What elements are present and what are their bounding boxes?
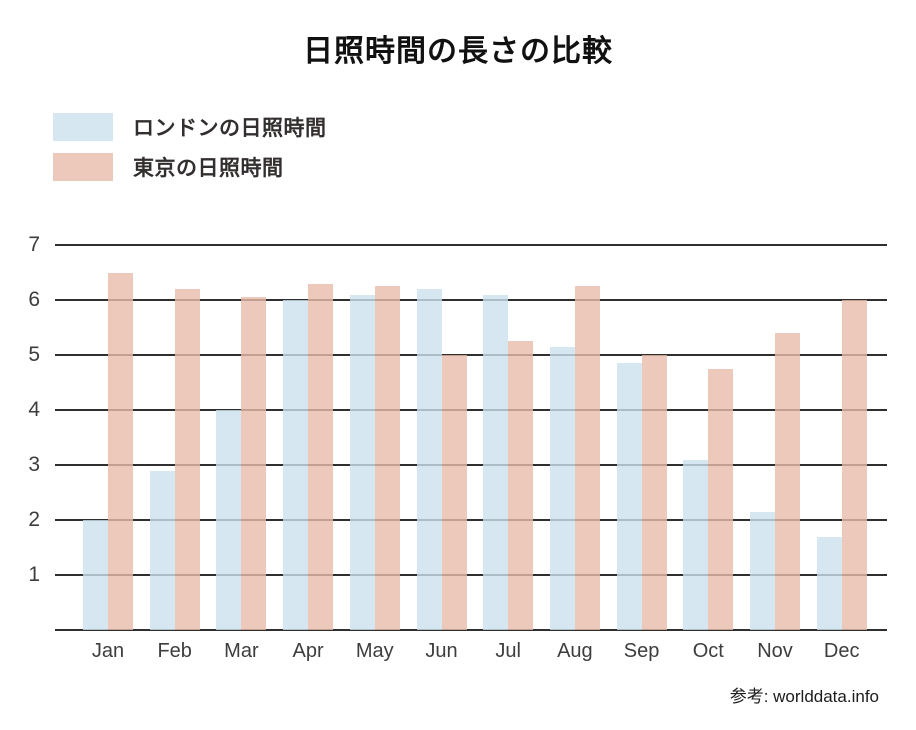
london-bar-nov [750, 511, 775, 630]
tokyo-bar-jun [441, 355, 467, 630]
y-axis-label-5: 5 [28, 343, 40, 366]
gridline-y3 [55, 464, 887, 466]
tokyo-legend-swatch [53, 153, 113, 181]
legend-row-tokyo: 東京の日照時間 [53, 152, 327, 182]
tokyo-bar-jan [108, 272, 133, 630]
x-axis-label-apr: Apr [292, 640, 324, 662]
london-bar-apr [283, 300, 309, 630]
london-bar-jun [416, 289, 442, 630]
y-axis-label-4: 4 [28, 398, 40, 421]
london-bar-feb [149, 470, 175, 630]
x-axis-label-sep: Sep [623, 640, 660, 662]
legend: ロンドンの日照時間 東京の日照時間 [53, 112, 327, 192]
london-bar-aug [549, 346, 575, 630]
legend-row-london: ロンドンの日照時間 [53, 112, 327, 142]
y-axis-label-3: 3 [28, 453, 40, 476]
tokyo-bar-oct [708, 368, 734, 630]
x-axis-label-dec: Dec [823, 640, 860, 662]
tokyo-bar-feb [174, 289, 200, 630]
london-bar-oct [683, 459, 709, 630]
tokyo-bar-sep [641, 355, 667, 630]
chart-title: 日照時間の長さの比較 [303, 35, 613, 68]
gridline-y0 [55, 629, 887, 631]
gridline-y1 [55, 574, 887, 576]
x-axis-label-jun: Jun [425, 640, 458, 662]
london-legend-swatch [53, 113, 113, 141]
x-axis-label-mar: Mar [224, 640, 259, 662]
gridline-y5 [55, 354, 887, 356]
x-axis-label-jul: Jul [495, 640, 521, 662]
source-note: 参考: worlddata.info [729, 687, 879, 706]
gridline-y7 [55, 244, 887, 246]
london-bar-may [349, 294, 375, 630]
tokyo-bar-nov [775, 333, 800, 630]
chart-area [55, 244, 887, 631]
gridline-y2 [55, 519, 887, 521]
london-legend-label: ロンドンの日照時間 [133, 117, 327, 140]
tokyo-bar-apr [308, 283, 334, 630]
tokyo-bar-jul [508, 341, 534, 630]
london-bar-dec [816, 536, 842, 630]
london-bar-jul [483, 294, 509, 630]
y-axis-label-1: 1 [28, 563, 40, 586]
gridline-y6 [55, 299, 887, 301]
x-axis-label-jan: Jan [91, 640, 125, 662]
x-axis-label-oct: Oct [692, 640, 724, 662]
gridline-y4 [55, 409, 887, 411]
tokyo-bar-mar [241, 297, 267, 630]
tokyo-bar-may [374, 286, 400, 630]
y-axis-label-6: 6 [28, 288, 40, 311]
tokyo-bar-aug [574, 286, 600, 630]
x-axis-label-feb: Feb [157, 640, 192, 662]
tokyo-bar-dec [841, 300, 867, 630]
x-axis-label-may: May [355, 640, 394, 662]
tokyo-legend-label: 東京の日照時間 [133, 157, 284, 180]
london-bar-sep [616, 363, 642, 630]
x-axis-label-nov: Nov [757, 640, 793, 662]
y-axis-label-2: 2 [28, 508, 40, 531]
london-bar-mar [216, 410, 242, 630]
x-axis-label-aug: Aug [557, 640, 593, 662]
london-bar-jan [83, 520, 108, 630]
y-axis-label-7: 7 [28, 233, 40, 256]
